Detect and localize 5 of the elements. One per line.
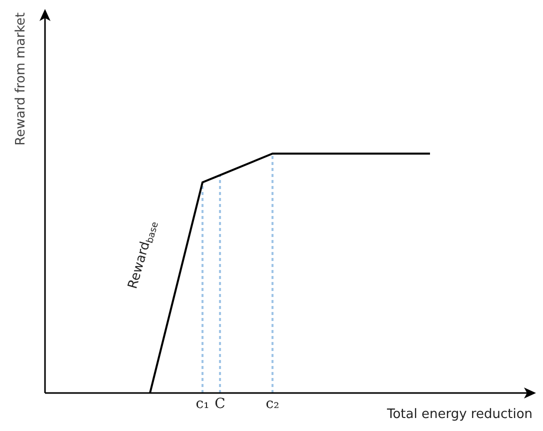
x-axis-title: Total energy reduction [386,407,533,422]
x-tick-label: c₁ [196,396,210,412]
y-axis-title: Reward from market [14,12,29,146]
x-tick-label: c₂ [266,396,280,412]
x-tick-label: C [214,396,226,412]
